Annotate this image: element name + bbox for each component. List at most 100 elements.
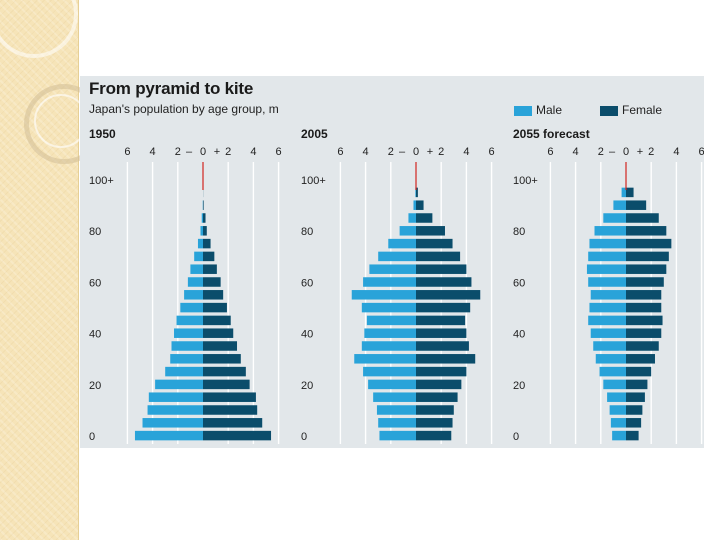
y-tick-label: 40 [513,329,525,341]
x-tick-label: 2 [598,146,604,158]
male-bar [361,302,416,313]
female-bar [416,328,467,338]
y-tick-label: 20 [301,380,313,392]
male-bar [408,213,416,223]
x-tick-label: 0 [200,146,206,158]
x-tick-label: 0 [413,146,419,158]
male-bar [363,277,416,287]
female-bar [203,405,258,415]
male-bar [588,315,626,326]
male-bar [599,366,626,377]
female-bar [203,418,263,428]
male-bar [194,251,203,262]
x-tick-label: 4 [363,146,369,158]
male-bar [595,354,626,364]
legend-label-male: Male [536,103,563,117]
male-bar [586,264,626,274]
female-bar [416,366,467,377]
female-bar [626,238,672,249]
y-tick-label: 40 [301,329,313,341]
x-tick-label: 6 [276,146,282,158]
y-tick-label: 80 [301,226,313,238]
female-bar [626,405,643,415]
female-bar [203,366,246,377]
male-bar [594,226,626,236]
x-tick-label: 4 [463,146,469,158]
male-bar [593,341,626,351]
female-bar [416,277,472,287]
y-tick-label: 20 [89,380,101,392]
male-bar [201,213,203,223]
x-tick-label: 6 [547,146,553,158]
female-bar [416,430,452,441]
male-bar [354,354,416,364]
female-bar [416,341,469,351]
male-bar [610,418,626,428]
x-tick-label: 4 [150,146,156,158]
male-bar [366,315,416,326]
chart-subtitle: Japan's population by age group, m [89,102,279,116]
y-tick-label: 100+ [301,175,326,187]
y-tick-label: 100+ [513,175,538,187]
female-bar [416,251,461,262]
male-bar [413,200,416,210]
x-tick-label: 6 [124,146,130,158]
female-bar [416,354,476,364]
y-tick-label: 80 [89,226,101,238]
male-bar [588,277,626,287]
male-bar [190,264,203,274]
male-bar [197,238,203,249]
y-tick-label: 60 [89,277,101,289]
female-bar [626,418,642,428]
male-bar [388,238,416,249]
male-bar [590,290,626,300]
male-bar [609,405,626,415]
x-tick-label: 0 [623,146,629,158]
male-bar [603,213,626,223]
chart-figure: From pyramid to kite Japan's population … [80,76,704,448]
male-bar [134,430,203,441]
male-bar [378,418,416,428]
female-bar [203,251,215,262]
x-tick-label: 6 [699,146,704,158]
female-bar [203,213,206,223]
female-bar [203,226,207,236]
male-bar [174,328,203,338]
y-tick-label: 40 [89,329,101,341]
female-bar [416,238,453,249]
male-bar [165,366,203,377]
male-bar [176,315,203,326]
female-bar [416,418,453,428]
male-bar [589,302,626,313]
female-bar [203,238,211,249]
female-bar [626,430,639,441]
female-bar [626,277,664,287]
y-tick-label: 0 [301,431,307,443]
male-bar [180,302,203,313]
male-bar [363,366,416,377]
male-bar [373,392,416,402]
female-bar [626,213,659,223]
female-bar [416,392,458,402]
x-tick-label: 6 [337,146,343,158]
y-tick-label: 100+ [89,175,114,187]
x-tick-label: 2 [388,146,394,158]
male-bar [589,238,626,249]
x-tick-label: 4 [250,146,256,158]
female-bar [626,251,669,262]
female-bar [416,302,471,313]
female-bar [416,187,418,198]
female-bar [416,200,424,210]
y-tick-label: 0 [513,431,519,443]
female-bar [626,392,645,402]
x-tick-separator: + [214,146,220,158]
y-tick-label: 0 [89,431,95,443]
female-bar [203,328,234,338]
male-bar [399,226,416,236]
female-bar [416,290,481,300]
female-bar [626,366,652,377]
female-bar [203,277,221,287]
female-bar [626,200,647,210]
female-bar [203,354,241,364]
